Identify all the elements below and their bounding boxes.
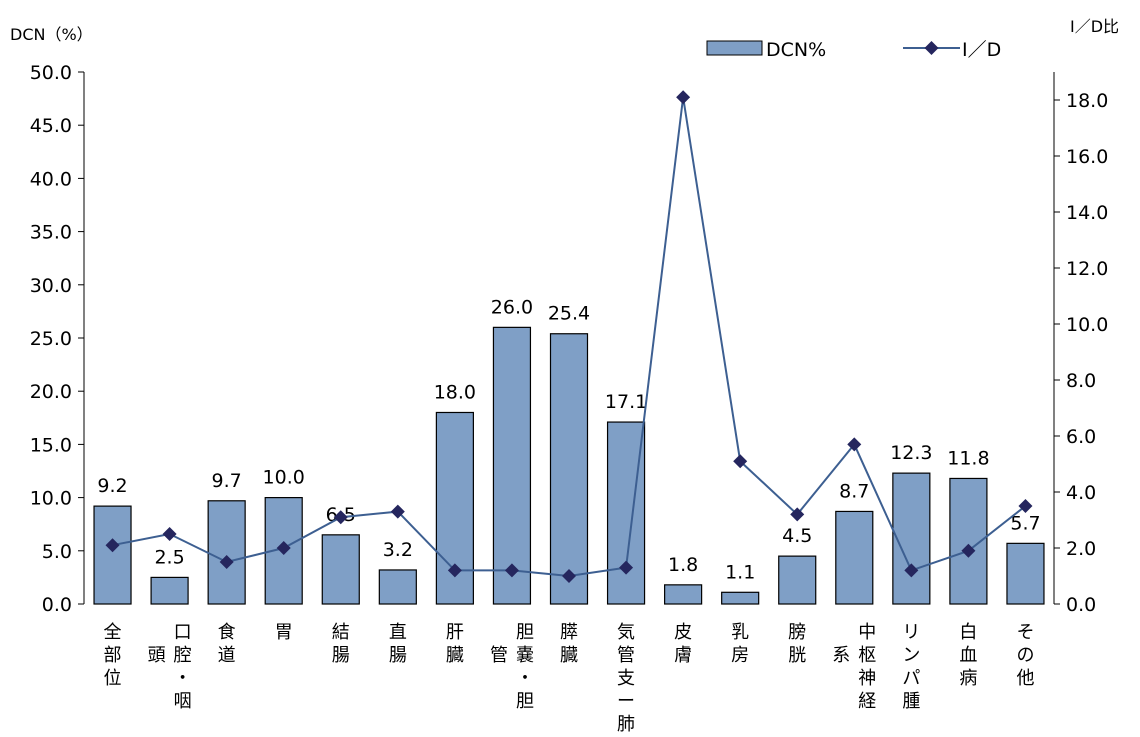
category-label: 肝臓 xyxy=(446,622,464,666)
bar xyxy=(492,326,532,605)
id-ratio-point xyxy=(619,560,634,575)
right-tick-label: 2.0 xyxy=(1066,538,1096,560)
category-label: 乳房 xyxy=(731,622,749,666)
id-ratio-point xyxy=(333,510,348,525)
category-label: 口腔・咽 xyxy=(174,622,192,712)
bar xyxy=(664,584,703,605)
left-tick-label: 5.0 xyxy=(42,541,72,563)
category-label: 食道 xyxy=(218,622,236,666)
bar-value-label: 9.2 xyxy=(97,475,127,497)
right-tick-label: 6.0 xyxy=(1066,426,1096,448)
category-label: 白血病 xyxy=(959,622,977,689)
bar-value-label: 4.5 xyxy=(782,525,812,547)
id-ratio-point xyxy=(105,538,120,553)
bar-value-label: 9.7 xyxy=(212,470,242,492)
legend-label-dcn: DCN% xyxy=(766,39,826,61)
left-tick-label: 15.0 xyxy=(30,434,72,456)
legend-marker-swatch xyxy=(924,41,939,55)
id-ratio-point xyxy=(733,454,748,469)
bar-value-label: 1.1 xyxy=(725,561,755,583)
id-ratio-point xyxy=(847,437,862,452)
category-label: 管 xyxy=(490,645,508,666)
legend: DCN% I／D xyxy=(706,39,1001,61)
category-label: 結腸 xyxy=(332,622,350,666)
category-label: 系 xyxy=(832,645,850,666)
left-tick-label: 35.0 xyxy=(30,222,72,244)
category-label: 全部位 xyxy=(104,622,122,689)
left-tick-label: 30.0 xyxy=(30,275,72,297)
bar-value-label: 10.0 xyxy=(263,467,305,489)
left-tick-label: 0.0 xyxy=(42,594,72,616)
id-ratio-point xyxy=(904,563,919,578)
right-axis-title: I／D比 xyxy=(1070,17,1119,36)
left-tick-label: 10.0 xyxy=(30,488,72,510)
right-tick-label: 18.0 xyxy=(1066,90,1108,112)
bar xyxy=(207,500,246,605)
category-label: 気管支ー肺 xyxy=(617,622,635,735)
id-ratio-point xyxy=(790,507,805,522)
bar xyxy=(93,505,132,605)
bar-value-label: 8.7 xyxy=(839,480,869,502)
category-label: 膵臓 xyxy=(560,622,578,666)
category-label: その他 xyxy=(1016,622,1034,689)
right-tick-label: 12.0 xyxy=(1066,258,1108,280)
id-ratio-point xyxy=(676,90,691,105)
plot-area: 0.0 5.0 10.0 15.0 20.0 25.0 30.0 35.0 40.0 45.0 50… xyxy=(30,62,1109,735)
category-label: リンパ腫 xyxy=(902,622,920,712)
left-tick-label: 20.0 xyxy=(30,381,72,403)
left-tick-label: 45.0 xyxy=(30,115,72,137)
left-tick-label: 25.0 xyxy=(30,328,72,350)
right-tick-label: 16.0 xyxy=(1066,146,1108,168)
id-ratio-point xyxy=(276,541,291,555)
id-ratio-point xyxy=(961,543,976,558)
bar-value-label: 26.0 xyxy=(491,296,533,318)
category-label: 胃 xyxy=(275,622,293,643)
id-ratio-point xyxy=(447,563,462,578)
right-tick-label: 4.0 xyxy=(1066,482,1096,504)
right-tick-label: 10.0 xyxy=(1066,314,1108,336)
category-label: 皮膚 xyxy=(674,622,692,666)
id-ratio-point xyxy=(390,504,405,519)
category-label: 頭 xyxy=(148,645,166,666)
bar-value-label: 3.2 xyxy=(383,539,413,561)
left-axis-title: DCN（%） xyxy=(10,25,93,44)
bar xyxy=(1006,542,1045,605)
bar xyxy=(835,510,874,605)
id-ratio-point xyxy=(1018,499,1033,513)
bar-value-label: 2.5 xyxy=(154,546,184,568)
bar-value-label: 12.3 xyxy=(890,442,932,464)
legend-label-id: I／D xyxy=(962,39,1001,61)
left-tick-label: 40.0 xyxy=(30,168,72,190)
right-tick-label: 0.0 xyxy=(1066,594,1096,616)
left-tick-label: 50.0 xyxy=(30,62,72,84)
bar xyxy=(321,534,360,605)
category-label: 膀胱 xyxy=(788,622,806,666)
bar-value-label: 18.0 xyxy=(434,381,476,403)
legend-bar-swatch xyxy=(706,40,763,56)
id-ratio-point xyxy=(504,563,519,578)
bar xyxy=(378,569,417,605)
id-ratio-point xyxy=(562,569,576,583)
bar xyxy=(778,555,817,605)
bar-value-label: 11.8 xyxy=(947,447,989,469)
bar-value-label: 5.7 xyxy=(1010,512,1040,534)
bar xyxy=(549,333,589,605)
id-ratio-point xyxy=(219,555,234,569)
category-label: 胆嚢・胆 xyxy=(516,622,534,712)
bar xyxy=(892,472,931,605)
bar xyxy=(150,576,189,605)
id-ratio-point xyxy=(162,527,177,541)
bar-value-label: 1.8 xyxy=(668,554,698,576)
category-label: 中枢神経 xyxy=(858,622,876,712)
bar-value-label: 25.4 xyxy=(548,303,590,325)
right-tick-label: 8.0 xyxy=(1066,370,1096,392)
right-tick-label: 14.0 xyxy=(1066,202,1108,224)
bar-value-label: 17.1 xyxy=(605,391,647,413)
bar xyxy=(721,591,760,605)
bar xyxy=(606,421,646,605)
category-label: 直腸 xyxy=(389,622,407,666)
